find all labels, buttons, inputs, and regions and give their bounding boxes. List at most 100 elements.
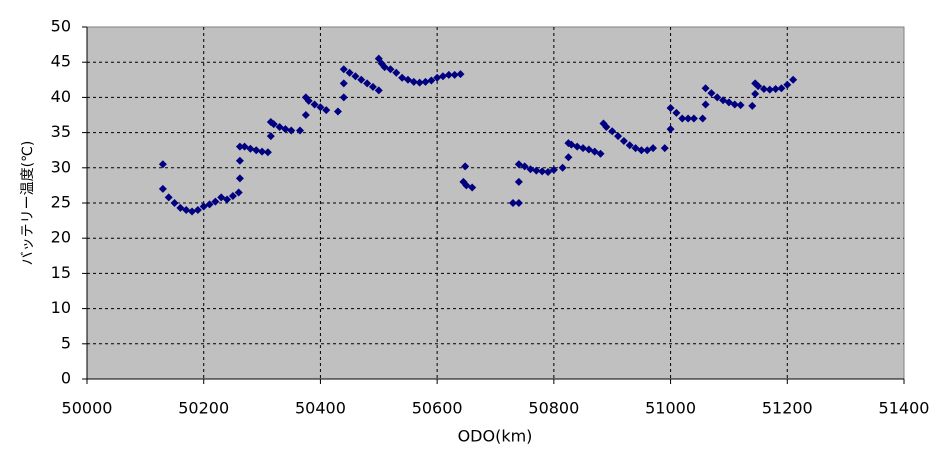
- point: [637, 146, 646, 155]
- point: [514, 177, 523, 186]
- point: [351, 72, 360, 81]
- point: [339, 65, 348, 74]
- point: [520, 162, 529, 171]
- x-tick-label: 50800: [528, 399, 579, 418]
- x-axis-label: ODO(km): [458, 427, 533, 446]
- point: [258, 147, 267, 156]
- point: [316, 103, 325, 112]
- point: [235, 156, 244, 165]
- point: [649, 144, 658, 153]
- point: [461, 162, 470, 171]
- x-tick-label: 50400: [295, 399, 346, 418]
- point: [296, 126, 305, 135]
- point: [170, 199, 179, 207]
- point: [164, 193, 173, 202]
- point: [678, 114, 687, 123]
- point: [777, 84, 786, 93]
- point: [660, 144, 669, 153]
- point: [549, 165, 558, 174]
- point: [281, 125, 290, 134]
- point: [713, 93, 722, 102]
- point: [368, 82, 377, 91]
- point: [444, 70, 453, 79]
- point: [602, 122, 611, 131]
- point: [415, 78, 424, 87]
- point: [339, 79, 348, 88]
- point: [579, 144, 588, 153]
- point: [564, 153, 573, 162]
- point: [701, 100, 710, 109]
- x-tick-label: 51400: [879, 399, 930, 418]
- y-tick-label: 40: [51, 87, 71, 106]
- point: [266, 132, 275, 141]
- point: [456, 70, 465, 79]
- x-tick-label: 51200: [762, 399, 813, 418]
- point: [765, 85, 774, 94]
- point: [514, 199, 523, 207]
- point: [421, 77, 430, 86]
- point: [374, 86, 383, 95]
- point: [234, 188, 243, 197]
- y-tick-label: 35: [51, 122, 71, 141]
- point: [235, 142, 244, 151]
- point: [748, 101, 757, 110]
- point: [759, 84, 768, 93]
- point: [619, 137, 628, 146]
- point: [304, 96, 313, 105]
- point: [158, 160, 167, 169]
- point: [339, 93, 348, 102]
- point: [666, 125, 675, 134]
- point: [322, 106, 331, 115]
- point: [789, 75, 798, 84]
- y-tick-label: 5: [61, 333, 71, 352]
- point: [707, 89, 716, 98]
- point: [269, 120, 278, 129]
- y-tick-label: 50: [51, 17, 71, 36]
- point: [357, 75, 366, 84]
- x-tick-label: 50200: [178, 399, 229, 418]
- point: [433, 73, 442, 82]
- point: [301, 111, 310, 119]
- point: [751, 89, 760, 98]
- point: [608, 127, 617, 136]
- point: [754, 82, 763, 91]
- x-tick-label: 51000: [645, 399, 696, 418]
- point: [345, 68, 354, 77]
- point: [701, 84, 710, 93]
- point: [333, 107, 342, 116]
- point: [450, 70, 459, 79]
- point: [538, 167, 547, 176]
- point: [392, 68, 401, 77]
- point: [689, 114, 698, 123]
- point: [235, 174, 244, 183]
- point: [532, 166, 541, 175]
- point: [596, 149, 605, 158]
- x-tick-label: 50600: [412, 399, 463, 418]
- point: [438, 72, 447, 81]
- y-tick-label: 15: [51, 263, 71, 282]
- y-tick-label: 10: [51, 298, 71, 317]
- point: [558, 163, 567, 172]
- point: [783, 80, 792, 89]
- point: [182, 206, 191, 215]
- y-tick-label: 30: [51, 157, 71, 176]
- point: [188, 207, 197, 216]
- y-tick-label: 25: [51, 193, 71, 212]
- point: [310, 100, 319, 109]
- y-tick-label: 0: [61, 369, 71, 388]
- point: [684, 114, 693, 123]
- point: [205, 200, 214, 209]
- point: [672, 108, 681, 117]
- point: [573, 142, 582, 151]
- point: [211, 197, 220, 206]
- point: [252, 146, 261, 155]
- point: [730, 100, 739, 109]
- y-tick-label: 20: [51, 228, 71, 247]
- point: [223, 195, 232, 204]
- point: [526, 165, 535, 174]
- point: [736, 101, 745, 110]
- point: [468, 183, 477, 192]
- point: [287, 126, 296, 135]
- point: [666, 103, 675, 112]
